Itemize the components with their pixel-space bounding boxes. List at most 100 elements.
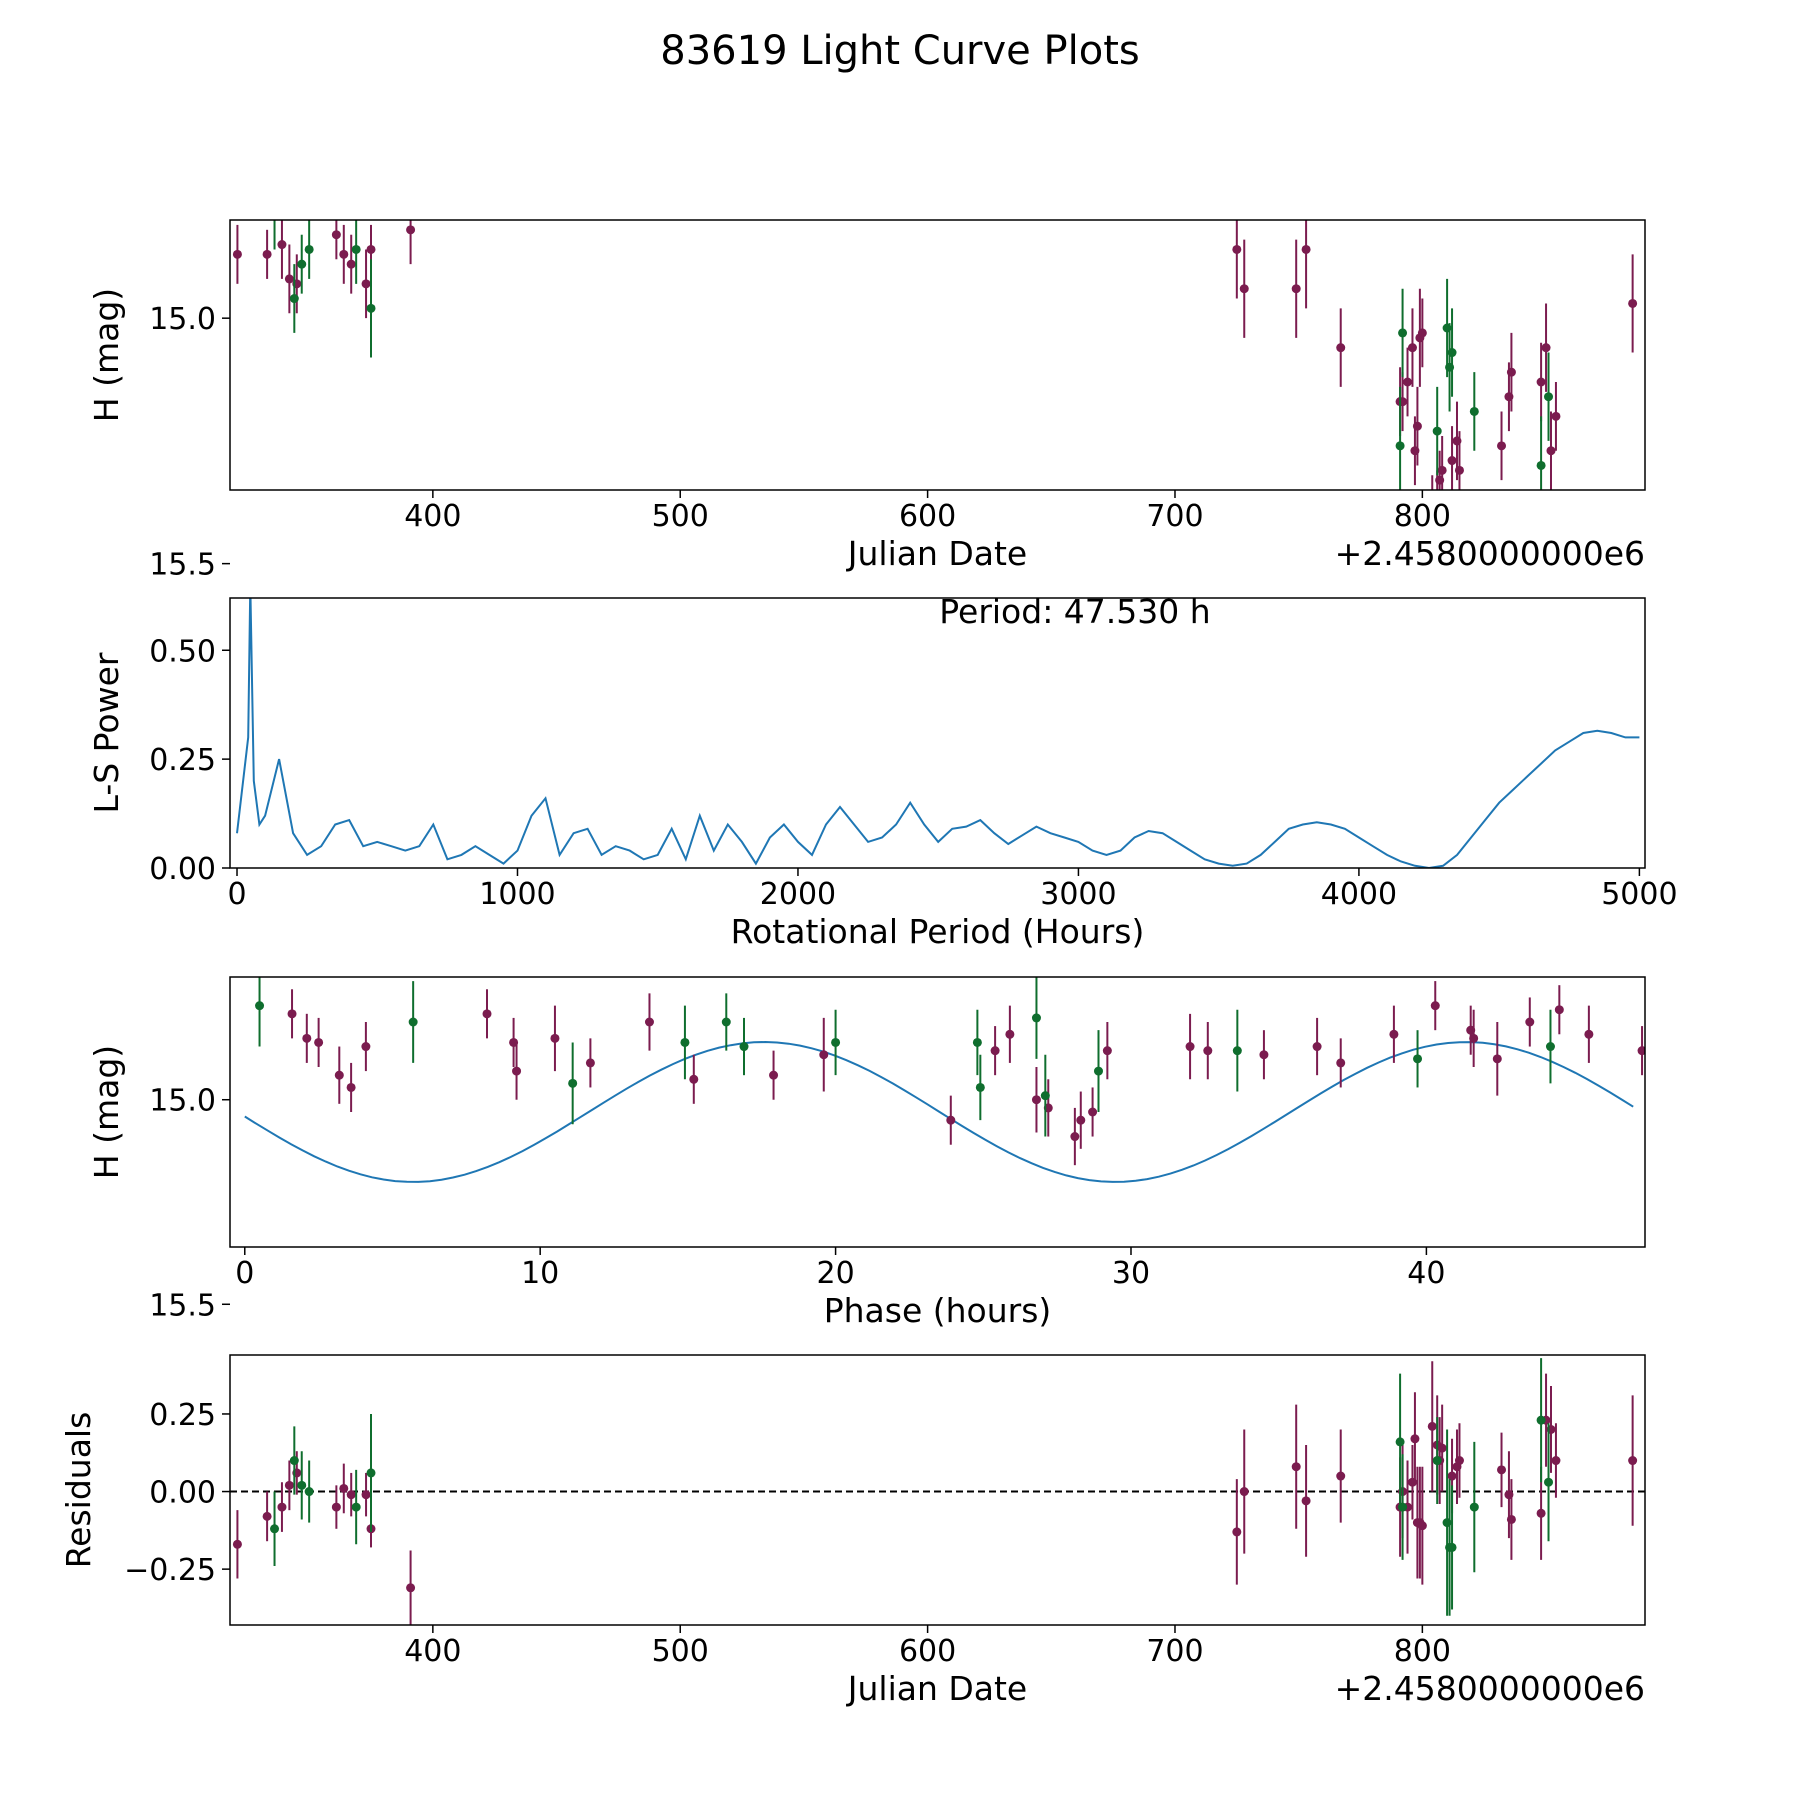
residuals-panel: 400 500 600 700 800 0.25 0.00 −0.25 Julian Date R… [59,1354,1646,1708]
data-point-purple [1232,1527,1242,1537]
x-tick-label: 700 [1146,1634,1203,1669]
data-point-green [1398,328,1408,338]
data-point-green [270,1524,280,1534]
data-point-purple [1412,421,1422,431]
x-tick-label: 500 [652,499,709,534]
data-point-green [1395,441,1405,451]
x-offset-text: +2.4580000000e6 [1335,1669,1645,1708]
data-point-purple [1301,1496,1311,1506]
power-line [236,598,1640,868]
data-point-purple [1492,1054,1502,1064]
data-point-purple [366,244,376,254]
data-point-green [366,303,376,313]
data-point-purple [277,240,287,250]
data-point-purple [1239,284,1249,294]
data-point-purple [1628,298,1638,308]
data-point-purple [1301,244,1311,254]
data-point-purple [1637,1046,1645,1056]
y-tick-label: 0.25 [149,1398,216,1433]
data-point-purple [1536,1508,1546,1518]
plot-frame [229,976,1646,1248]
data-point-purple [284,1480,294,1490]
data-point-green [297,259,307,269]
data-point-purple [482,1009,492,1019]
data-point-purple [1546,446,1556,456]
x-tick-label: 400 [404,499,461,534]
x-tick-label: 5000 [1601,877,1677,912]
plot-frame [229,1354,1646,1626]
data-point-purple [689,1074,699,1084]
data-point-green [1536,1415,1546,1425]
data-point-purple [277,1502,287,1512]
y-tick-label: 15.5 [149,1288,216,1323]
x-offset-text: +2.4580000000e6 [1335,534,1645,573]
data-point-purple [1410,1434,1420,1444]
data-point-green [680,1037,690,1047]
data-point-purple [232,1539,242,1549]
data-point-purple [644,1017,654,1027]
data-point-green [1469,406,1479,416]
x-tick-label: 0 [235,1256,254,1291]
plot-frame [229,597,1646,869]
data-point-purple [1584,1029,1594,1039]
y-tick-label: 0.00 [149,852,216,887]
y-axis-label: L-S Power [87,652,126,813]
x-axis-label: Julian Date [846,534,1028,573]
data-point-purple [1430,1001,1440,1011]
plot-area [230,1358,1645,1625]
data-point-purple [1447,1471,1457,1481]
data-point-purple [1407,343,1417,353]
data-point-purple [331,1502,341,1512]
x-tick-label: 400 [404,1634,461,1669]
data-point-purple [1259,1050,1269,1060]
data-point-green [831,1037,841,1047]
periodogram-panel: Period: 47.530 h 0 1000 2000 3000 4000 50000.… [87,592,1678,951]
y-axis-label: H (mag) [87,288,126,422]
data-point-green [1398,1502,1408,1512]
data-point-purple [1497,1465,1507,1475]
data-point-green [972,1037,982,1047]
data-point-purple [232,249,242,259]
data-point-purple [361,1042,371,1052]
data-point-purple [1551,411,1561,421]
data-point-green [739,1042,749,1052]
data-point-green [1432,1456,1442,1466]
data-point-purple [550,1033,560,1043]
data-point-purple [1232,244,1242,254]
y-tick-label: 0.00 [149,1476,216,1511]
data-point-purple [1005,1029,1015,1039]
data-point-green [304,244,314,254]
data-point-purple [1437,465,1447,475]
data-point-purple [512,1066,522,1076]
data-point-green [1031,1013,1041,1023]
data-point-purple [1031,1095,1041,1105]
data-point-green [366,1468,376,1478]
data-point-green [1447,1542,1457,1552]
data-point-purple [406,1583,416,1593]
y-tick-label: 0.50 [149,634,216,669]
data-point-green [1232,1046,1242,1056]
x-tick-label: 30 [1112,1256,1150,1291]
data-point-purple [339,249,349,259]
data-point-purple [314,1037,324,1047]
data-point-green [351,1502,361,1512]
data-point-green [1544,392,1554,402]
x-axis-label: Julian Date [846,1669,1028,1708]
data-point-purple [1454,1456,1464,1466]
x-tick-label: 0 [227,877,246,912]
data-point-purple [287,1009,297,1019]
data-point-purple [1454,465,1464,475]
data-point-purple [1403,377,1413,387]
data-point-purple [1336,1471,1346,1481]
data-point-green [351,244,361,254]
data-point-purple [1525,1017,1535,1027]
y-tick-label: 15.5 [149,548,216,583]
x-tick-label: 3000 [1040,877,1116,912]
data-point-purple [361,279,371,289]
x-tick-label: 40 [1407,1256,1445,1291]
data-point-purple [1541,343,1551,353]
data-point-purple [346,259,356,269]
y-tick-label: 15.0 [149,1084,216,1119]
data-point-purple [1389,1029,1399,1039]
